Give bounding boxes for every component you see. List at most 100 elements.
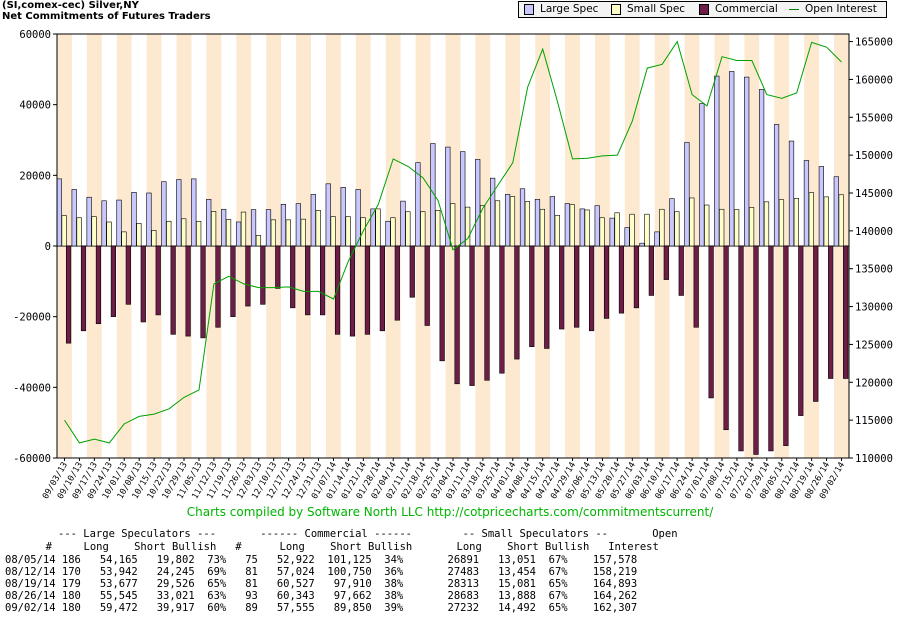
legend-label-small-spec: Small Spec xyxy=(627,3,686,15)
bar-small-spec xyxy=(166,220,172,247)
bar-commercial xyxy=(65,245,72,344)
bar-commercial xyxy=(409,245,415,298)
bar-large-spec xyxy=(310,194,316,247)
bar-small-spec xyxy=(61,215,67,247)
bar-commercial xyxy=(783,245,789,446)
bar-commercial xyxy=(723,245,729,431)
bar-small-spec xyxy=(390,217,396,247)
bar-commercial xyxy=(648,245,654,296)
bar-large-spec xyxy=(654,231,660,247)
bar-commercial xyxy=(320,245,326,316)
bar-commercial xyxy=(334,245,341,335)
bar-commercial xyxy=(544,245,550,349)
bar-large-spec xyxy=(564,203,570,247)
bar-large-spec xyxy=(534,199,541,247)
bar-small-spec xyxy=(823,196,829,247)
y-right-tick-label: 115000 xyxy=(855,415,893,427)
bar-large-spec xyxy=(221,208,227,247)
y-right-tick-label: 110000 xyxy=(855,453,893,465)
bar-large-spec xyxy=(265,209,272,247)
y-right-tick-label: 160000 xyxy=(855,74,893,86)
bar-large-spec xyxy=(400,200,406,247)
bar-small-spec xyxy=(211,211,217,247)
open-interest-line xyxy=(64,40,842,444)
bar-commercial xyxy=(484,245,490,381)
table-row: 09/02/14 180 59,472 39,917 60% 89 57,555… xyxy=(5,602,638,614)
bar-small-spec xyxy=(778,199,785,247)
bar-commercial xyxy=(379,245,385,332)
bar-commercial xyxy=(618,245,625,314)
bar-large-spec xyxy=(280,204,287,247)
bar-large-spec xyxy=(788,140,795,247)
bar-commercial xyxy=(678,245,684,296)
bar-large-spec xyxy=(161,181,167,247)
bar-commercial xyxy=(275,245,281,289)
bar-large-spec xyxy=(759,89,765,247)
bar-small-spec xyxy=(196,220,202,247)
bar-large-spec xyxy=(445,146,451,247)
bar-commercial xyxy=(633,245,640,309)
bar-small-spec xyxy=(659,208,665,247)
bar-small-spec xyxy=(300,218,306,247)
bar-large-spec xyxy=(624,227,630,247)
bar-commercial xyxy=(588,245,595,332)
chart: 60000 40000 20000 0 -20000 -40000 -60000 165000… xyxy=(13,29,893,501)
bar-small-spec xyxy=(614,212,620,247)
bar-small-spec xyxy=(91,216,97,247)
bar-large-spec xyxy=(385,220,391,247)
bar-small-spec xyxy=(255,235,262,247)
table-column-header: # Long Short Bullish # Long Short Bullis… xyxy=(14,541,659,553)
bar-large-spec xyxy=(744,76,750,247)
bar-small-spec xyxy=(375,208,381,247)
bar-commercial xyxy=(439,245,445,362)
bar-small-spec xyxy=(285,219,291,247)
legend-swatch-commercial xyxy=(699,3,709,15)
bar-commercial xyxy=(260,245,266,305)
bar-commercial xyxy=(305,245,311,316)
bar-commercial xyxy=(499,245,505,374)
bar-small-spec xyxy=(240,211,247,247)
credit-line: Charts compiled by Software North LLC ht… xyxy=(186,505,714,519)
bar-small-spec xyxy=(734,209,740,247)
bar-small-spec xyxy=(345,216,351,247)
bar-large-spec xyxy=(639,242,645,247)
bar-large-spec xyxy=(729,71,735,247)
bar-large-spec xyxy=(833,176,839,247)
bar-commercial xyxy=(663,245,669,280)
bar-commercial xyxy=(200,245,206,339)
bar-commercial xyxy=(245,245,251,307)
bar-commercial xyxy=(155,245,161,316)
y-tick-label: 20000 xyxy=(19,170,51,182)
y-tick-label: 40000 xyxy=(19,100,51,112)
legend: Large Spec Small Spec Commercial Open In… xyxy=(518,1,887,18)
bar-large-spec xyxy=(235,221,242,247)
bar-commercial xyxy=(559,245,565,330)
legend-item-small-spec: Small Spec xyxy=(611,3,685,15)
legend-label-commercial: Commercial xyxy=(715,3,778,15)
bar-commercial xyxy=(798,245,804,416)
bar-small-spec xyxy=(76,217,82,247)
bar-large-spec xyxy=(519,188,526,247)
bar-small-spec xyxy=(136,223,142,247)
bar-large-spec xyxy=(295,203,301,247)
legend-item-large-spec: Large Spec xyxy=(524,3,598,15)
bar-commercial xyxy=(708,245,714,399)
bar-small-spec xyxy=(494,200,501,247)
bar-small-spec xyxy=(181,218,187,247)
bar-large-spec xyxy=(101,200,107,247)
bar-large-spec xyxy=(699,103,705,247)
bar-small-spec xyxy=(509,196,516,247)
bar-small-spec xyxy=(704,204,710,247)
bar-large-spec xyxy=(714,75,720,247)
bar-large-spec xyxy=(684,142,690,247)
bar-large-spec xyxy=(609,217,615,247)
bar-large-spec xyxy=(146,192,152,247)
bar-large-spec xyxy=(504,194,511,247)
bar-commercial xyxy=(603,245,610,319)
bar-large-spec xyxy=(773,124,780,247)
table-row: 08/12/14 170 53,942 24,245 69% 81 57,024… xyxy=(5,566,638,578)
bar-small-spec xyxy=(689,197,695,247)
y-right-tick-label: 145000 xyxy=(855,188,893,200)
bar-commercial xyxy=(110,245,117,317)
bar-commercial xyxy=(529,245,535,347)
